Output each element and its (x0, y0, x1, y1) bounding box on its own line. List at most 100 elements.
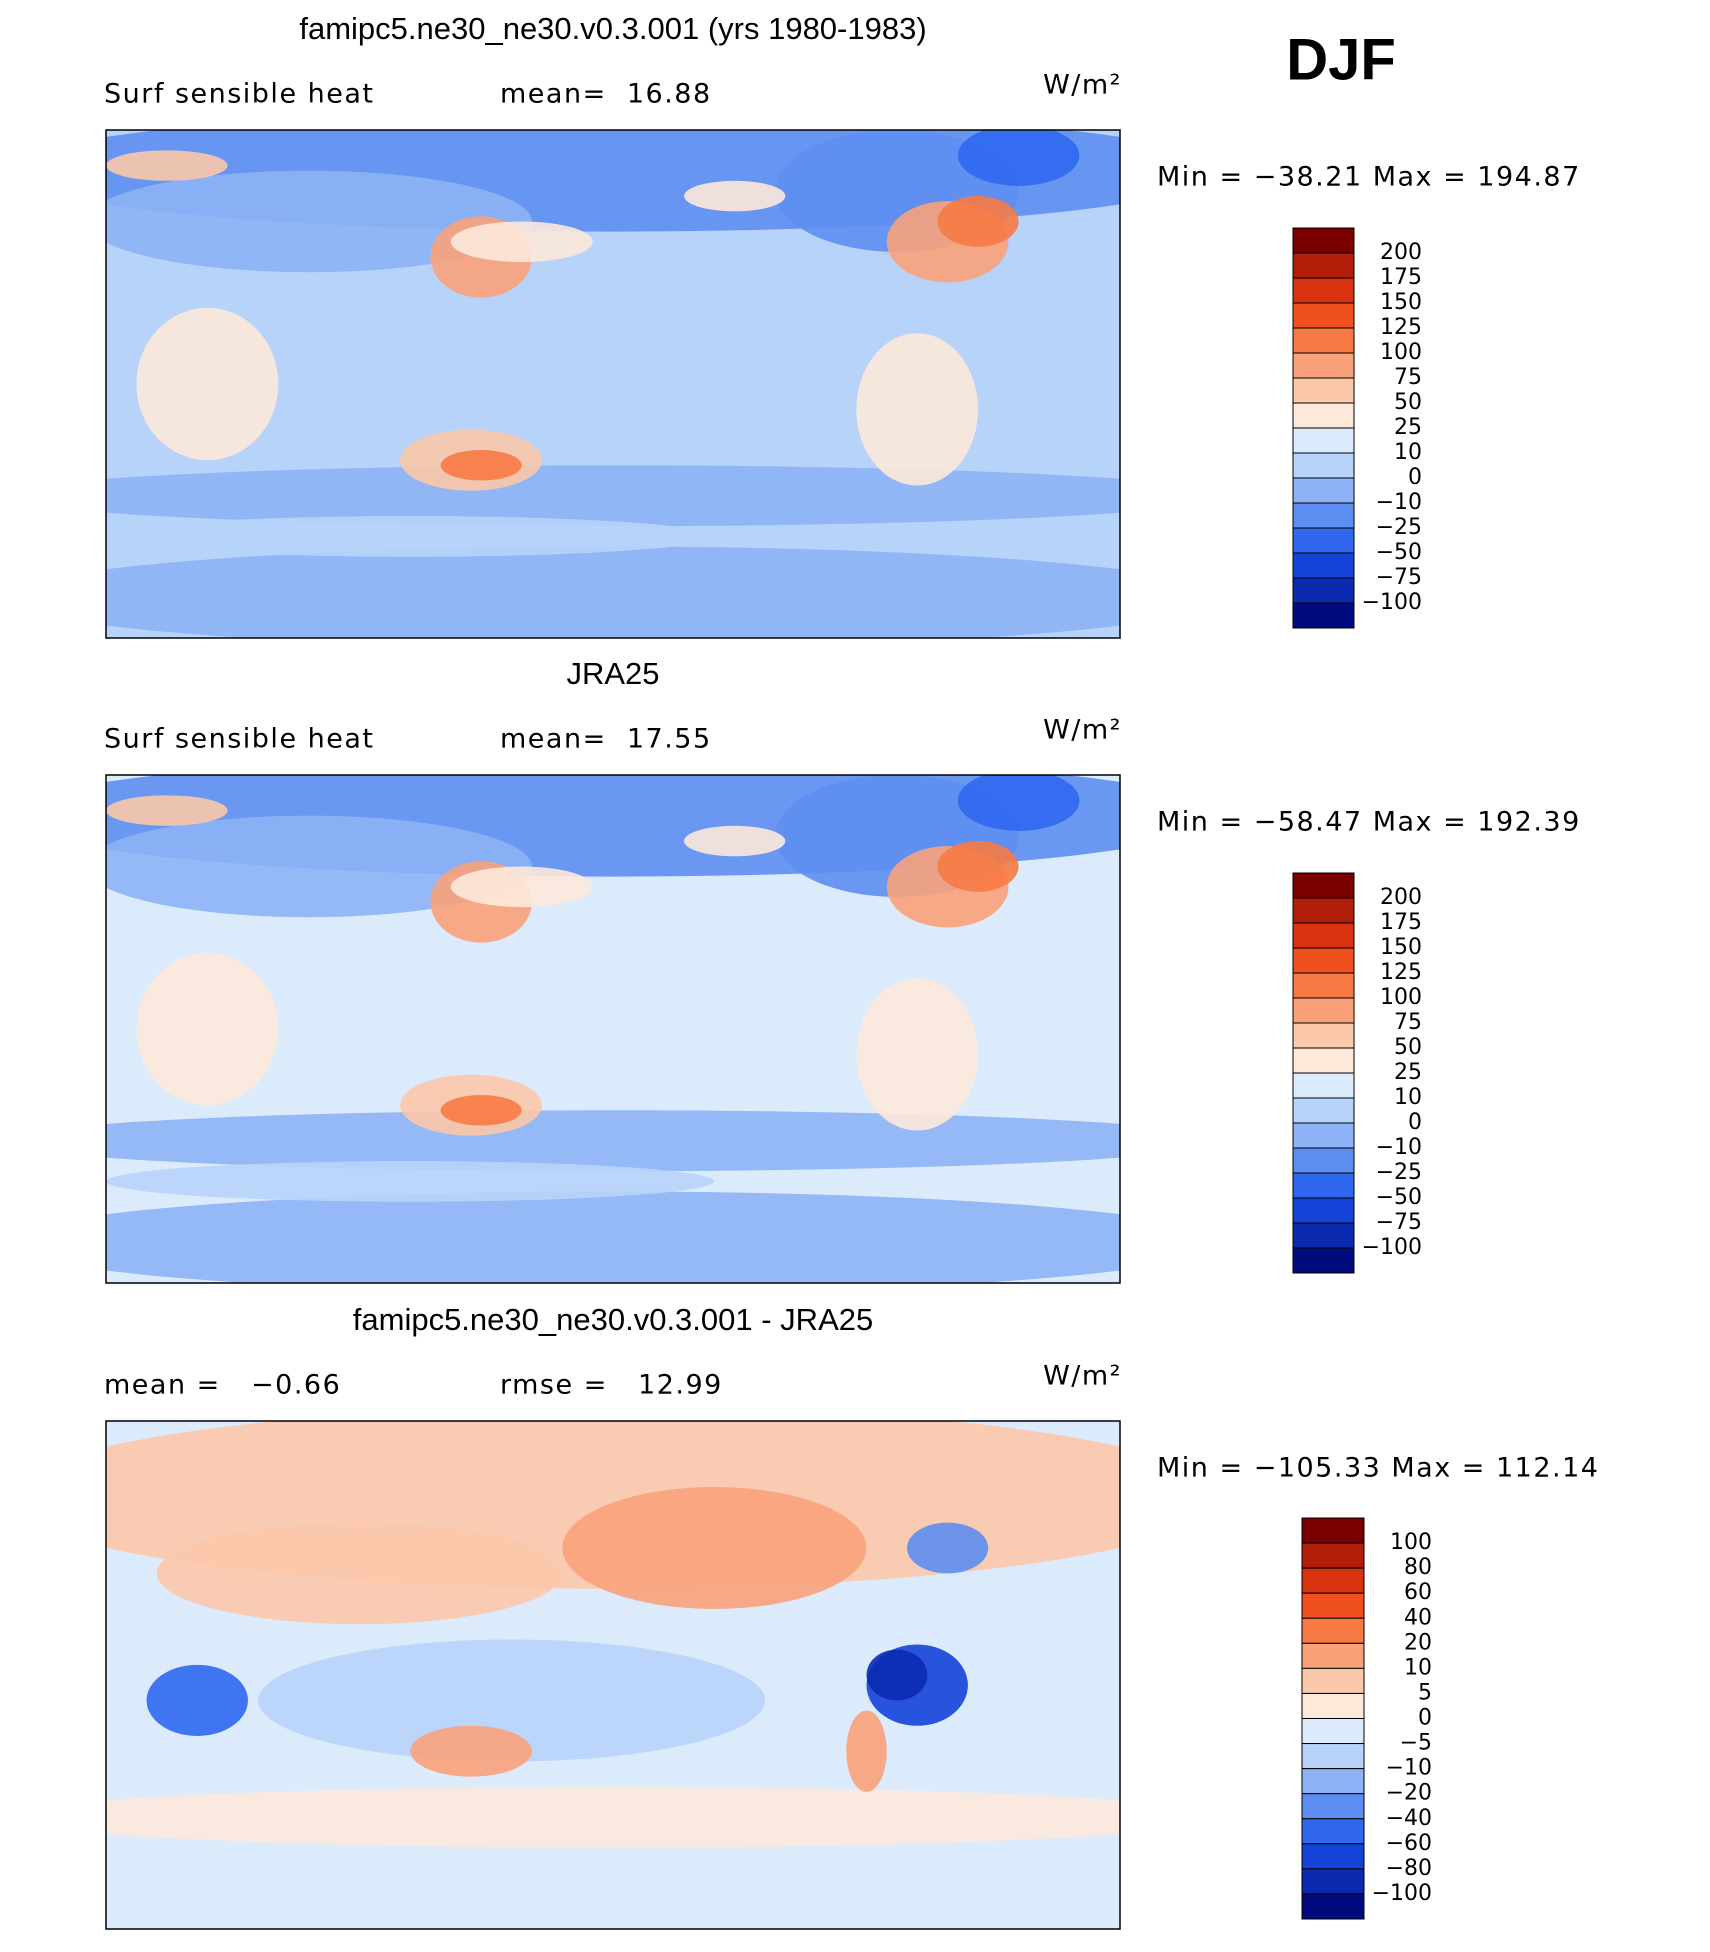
field-region (106, 465, 1120, 527)
colorbar-box (1292, 452, 1355, 479)
units-label: W/m² (1043, 70, 1122, 101)
field-region (410, 1725, 532, 1777)
colorbar-label: −60 (1386, 1831, 1432, 1856)
colorbar-box (1301, 1692, 1365, 1719)
colorbar-label: 100 (1380, 985, 1422, 1010)
colorbar-box (1292, 1047, 1355, 1074)
field-region (136, 952, 279, 1106)
colorbar-label: 200 (1380, 240, 1422, 265)
colorbar-box (1292, 1222, 1355, 1249)
field-region (562, 1487, 867, 1609)
colorbar-label: 125 (1380, 960, 1422, 985)
colorbar-box (1301, 1793, 1365, 1820)
map (106, 775, 1120, 1283)
field-region (106, 815, 532, 918)
colorbar-label: 100 (1390, 1530, 1432, 1555)
colorbar-label: −25 (1376, 515, 1422, 540)
colorbar-label: 50 (1394, 1035, 1422, 1060)
field-region (440, 1095, 522, 1126)
colorbar-box (1292, 477, 1355, 504)
colorbar-label: −10 (1376, 490, 1422, 515)
colorbar-label: 150 (1380, 935, 1422, 960)
field-region (683, 180, 786, 212)
colorbar-box (1292, 1147, 1355, 1174)
colorbar-box (1292, 602, 1355, 629)
left-label: Surf sensible heat (104, 79, 375, 110)
colorbar-box (1301, 1567, 1365, 1594)
colorbar-box (1301, 1718, 1365, 1745)
colorbar-box (1301, 1517, 1365, 1544)
colorbar-box (1301, 1667, 1365, 1694)
map (106, 1421, 1120, 1929)
colorbar-box (1301, 1768, 1365, 1795)
field-region (106, 1191, 1120, 1283)
colorbar-label: −10 (1376, 1135, 1422, 1160)
colorbar-box (1292, 922, 1355, 949)
season-label: DJF (1286, 27, 1396, 92)
field-region (937, 841, 1019, 892)
colorbar-box (1292, 577, 1355, 604)
colorbar-box (1292, 1172, 1355, 1199)
colorbar-box (1292, 327, 1355, 354)
colorbar-box (1292, 352, 1355, 379)
colorbar-box (1292, 377, 1355, 404)
stat-label: mean= 17.55 (500, 724, 712, 755)
colorbar-label: −80 (1386, 1856, 1432, 1881)
colorbar-box (1301, 1843, 1365, 1870)
colorbar-box (1292, 552, 1355, 579)
units-label: W/m² (1043, 715, 1122, 746)
colorbar-box (1292, 872, 1355, 899)
colorbar-box (1292, 897, 1355, 924)
field-region (136, 307, 279, 461)
colorbar-label: −50 (1376, 540, 1422, 565)
map-frame (105, 129, 1121, 639)
colorbar-label: −100 (1362, 1235, 1422, 1260)
colorbar-label: −100 (1372, 1881, 1432, 1906)
field-region (957, 775, 1080, 831)
colorbar-label: 5 (1418, 1680, 1432, 1705)
colorbar-label: −100 (1362, 590, 1422, 615)
colorbar-label: 0 (1418, 1706, 1432, 1731)
colorbar-label: 150 (1380, 290, 1422, 315)
field-region (450, 866, 593, 908)
colorbar-label: 40 (1404, 1605, 1432, 1630)
field-region (450, 221, 593, 263)
colorbar-label: 10 (1394, 440, 1422, 465)
map-frame (105, 774, 1121, 1284)
colorbar-box (1292, 1097, 1355, 1124)
units-label: W/m² (1043, 1361, 1122, 1392)
colorbar-label: 75 (1394, 1010, 1422, 1035)
colorbar-label: 200 (1380, 885, 1422, 910)
colorbar-box (1292, 1022, 1355, 1049)
colorbar-box (1301, 1592, 1365, 1619)
colorbar-label: 25 (1394, 415, 1422, 440)
colorbar-label: −50 (1376, 1185, 1422, 1210)
min-max-label: Min = −38.21 Max = 194.87 (1157, 162, 1581, 193)
field-region (106, 546, 1120, 638)
colorbar-label: 0 (1408, 1110, 1422, 1135)
field-region (106, 1161, 715, 1202)
colorbar-box (1292, 227, 1355, 254)
colorbar-label: 75 (1394, 365, 1422, 390)
colorbar-label: −75 (1376, 1210, 1422, 1235)
field-region (106, 170, 532, 273)
field-region (258, 1639, 766, 1762)
colorbar-box (1301, 1642, 1365, 1669)
field-region (937, 196, 1019, 247)
colorbar-label: −75 (1376, 565, 1422, 590)
colorbar-label: −40 (1386, 1806, 1432, 1831)
colorbar-box (1292, 997, 1355, 1024)
colorbar-label: 10 (1404, 1655, 1432, 1680)
colorbar-box (1292, 947, 1355, 974)
colorbar-box (1301, 1617, 1365, 1644)
field-region (856, 978, 979, 1131)
colorbar-box (1292, 502, 1355, 529)
colorbar-box (1292, 1197, 1355, 1224)
left-label: Surf sensible heat (104, 724, 375, 755)
colorbar-box (1292, 402, 1355, 429)
colorbar-box (1292, 527, 1355, 554)
min-max-label: Min = −105.33 Max = 112.14 (1157, 1453, 1599, 1484)
field-region (957, 130, 1080, 186)
colorbar-box (1292, 302, 1355, 329)
